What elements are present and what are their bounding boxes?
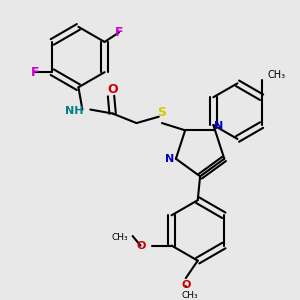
Text: F: F xyxy=(31,66,39,79)
Text: CH₃: CH₃ xyxy=(182,291,198,300)
Text: S: S xyxy=(158,106,166,119)
Text: O: O xyxy=(181,280,190,290)
Text: CH₃: CH₃ xyxy=(268,70,286,80)
Text: N: N xyxy=(165,154,174,164)
Text: O: O xyxy=(107,83,118,96)
Text: N: N xyxy=(214,121,224,131)
Text: F: F xyxy=(115,26,123,39)
Text: NH: NH xyxy=(65,106,84,116)
Text: O: O xyxy=(136,241,146,250)
Text: CH₃: CH₃ xyxy=(111,233,128,242)
